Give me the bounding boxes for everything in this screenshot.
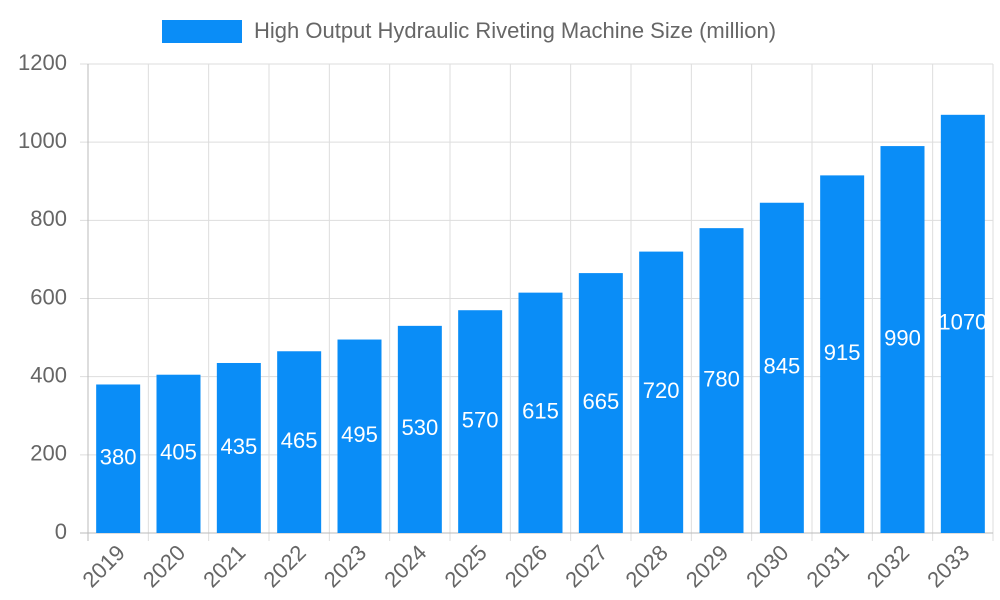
y-tick-label: 0: [55, 519, 67, 544]
y-tick-label: 400: [30, 362, 67, 387]
bar: [578, 273, 623, 533]
y-tick-label: 600: [30, 284, 67, 309]
data-label: 530: [401, 415, 438, 440]
bar: [96, 384, 141, 533]
bar: [216, 362, 261, 533]
data-label: 495: [341, 422, 378, 447]
bar: [699, 228, 744, 533]
bar: [156, 374, 201, 533]
bar: [820, 175, 865, 533]
x-tick-label: 2032: [862, 540, 914, 592]
bar: [337, 339, 382, 533]
data-label: 405: [160, 440, 197, 465]
data-label: 665: [582, 389, 619, 414]
x-tick-label: 2029: [681, 540, 733, 592]
y-tick-label: 1200: [18, 50, 67, 75]
x-tick-label: 2030: [741, 540, 793, 592]
x-tick-label: 2020: [138, 540, 190, 592]
data-label: 465: [281, 428, 318, 453]
data-label: 615: [522, 399, 559, 424]
x-tick-label: 2019: [78, 540, 130, 592]
data-label: 915: [824, 340, 861, 365]
x-tick-label: 2024: [379, 540, 431, 592]
data-label: 570: [462, 407, 499, 432]
x-tick-label: 2027: [560, 540, 612, 592]
bar: [880, 146, 925, 533]
x-tick-label: 2023: [319, 540, 371, 592]
legend-swatch: [162, 20, 242, 43]
y-tick-label: 800: [30, 206, 67, 231]
data-label: 380: [100, 445, 137, 470]
data-label: 435: [220, 434, 257, 459]
bar: [759, 202, 804, 533]
legend-label: High Output Hydraulic Riveting Machine S…: [254, 18, 776, 43]
y-tick-label: 200: [30, 441, 67, 466]
x-tick-label: 2022: [259, 540, 311, 592]
x-tick-label: 2033: [922, 540, 974, 592]
bar: [518, 292, 563, 533]
bar: [639, 251, 684, 533]
x-tick-label: 2025: [440, 540, 492, 592]
x-tick-label: 2026: [500, 540, 552, 592]
data-label: 845: [763, 354, 800, 379]
data-label: 780: [703, 366, 740, 391]
bar: [277, 351, 322, 533]
bar: [458, 310, 503, 533]
x-tick-label: 2028: [621, 540, 673, 592]
bar: [397, 325, 442, 533]
data-label: 1070: [938, 310, 987, 335]
data-label: 990: [884, 325, 921, 350]
data-label: 720: [643, 378, 680, 403]
x-tick-label: 2031: [802, 540, 854, 592]
bar: [940, 114, 985, 533]
x-tick-label: 2021: [198, 540, 250, 592]
y-tick-label: 1000: [18, 128, 67, 153]
